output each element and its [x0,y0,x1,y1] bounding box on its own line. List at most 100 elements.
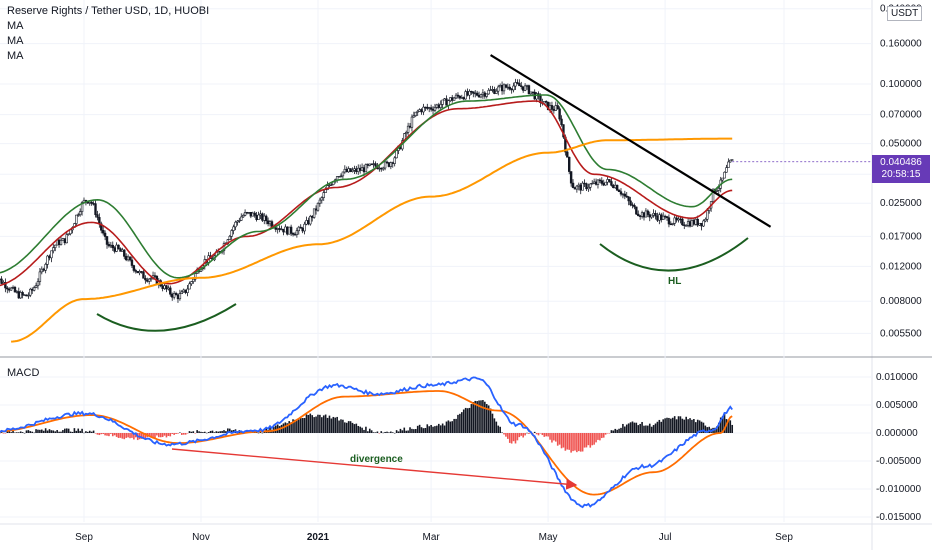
time-tick-label: Sep [775,532,793,543]
candle [355,165,358,175]
candle [284,224,287,233]
macd-histogram-bar [301,418,304,433]
candle [105,236,109,249]
macd-histogram-bar [535,433,538,435]
macd-histogram-bar [635,422,638,433]
macd-histogram-bar [524,433,526,436]
macd-histogram-bar [643,425,645,433]
macd-histogram-bar [60,431,62,433]
candle [422,103,425,116]
candle [314,205,318,215]
macd-histogram-bar [351,422,354,433]
macd-histogram-bar [729,420,732,433]
currency-unit-badge[interactable]: USDT [887,6,923,21]
macd-histogram-bar [127,433,129,438]
candle [264,214,268,225]
candle [458,95,462,100]
macd-histogram-bar [714,427,716,433]
macd-histogram-bar [2,433,5,434]
candle [608,179,611,183]
macd-histogram-bar [142,433,145,439]
macd-lines [0,376,733,509]
candle [721,177,724,183]
low-arc-left[interactable] [96,303,237,332]
candle [658,212,661,225]
hl-annotation[interactable]: HL [668,276,681,287]
candle [569,171,573,187]
divergence-annotation[interactable]: divergence [350,454,403,465]
macd-histogram-bar [706,427,709,433]
candle [126,254,130,262]
price-tick-label: 0.008000 [880,296,922,307]
candle [497,84,500,96]
candle [90,200,93,206]
macd-histogram-bar [497,425,500,433]
macd-histogram-bar [549,433,551,440]
macd-legend[interactable]: MACD [7,367,40,379]
macd-histogram-bar [286,423,289,433]
macd-histogram-bar [288,421,291,433]
macd-histogram-bar [334,417,337,433]
macd-histogram-bar [190,431,193,433]
candle [725,164,728,173]
macd-histogram-bar [227,428,229,433]
candle [491,85,494,93]
candle [358,164,362,174]
macd-histogram-bar [27,430,30,433]
macd-histogram-bar [225,431,227,433]
macd-histogram-bar [21,432,24,433]
time-tick-label: May [539,532,558,543]
candle [571,179,575,189]
candle [330,183,333,187]
macd-histogram-bar [696,419,699,433]
macd-histogram-bar [572,433,574,452]
macd-histogram-bar [299,418,302,433]
macd-histogram-bar [564,433,567,451]
candle [669,221,673,226]
macd-histogram-bar [175,433,177,434]
ma-label-1[interactable]: MA [7,20,24,32]
macd-histogram-bar [31,431,34,433]
macd-histogram-bar [88,430,91,433]
low-arc-right[interactable] [599,237,749,272]
macd-histogram-bar [583,433,586,448]
macd-histogram-bar [125,433,127,438]
candle [518,79,521,87]
candle [266,217,270,227]
macd-histogram-bar [531,433,534,434]
macd-histogram-bar [654,423,657,433]
macd-histogram-bar [152,433,154,439]
macd-histogram-bar [585,433,588,448]
macd-histogram-bar [307,414,310,433]
ma-label-3[interactable]: MA [7,50,24,62]
macd-histogram-bar [551,433,553,443]
candle [245,211,249,215]
macd-histogram-bar [424,427,427,433]
macd-histogram-bar [123,433,126,440]
macd-histogram-bar [100,433,103,435]
macd-histogram-bar [361,427,363,433]
resistance-trendline[interactable] [490,54,772,228]
macd-axis: 0.010000 0.005000 0.000000 -0.005000 -0.0100… [876,372,921,523]
candle [276,227,279,234]
macd-tick-label: -0.010000 [876,484,921,495]
candle [34,282,38,289]
divergence-arrow[interactable] [171,448,578,490]
candle [665,215,669,221]
macd-histogram-bar [296,419,298,433]
macd-histogram-bar [23,432,26,434]
macd-histogram-bar [414,429,417,433]
candle [579,182,582,195]
candle [353,165,356,175]
macd-histogram-bar [150,433,152,437]
macd-histogram-bar [349,421,352,433]
candle [184,289,187,295]
candle [318,197,322,207]
macd-histogram-bar [499,426,501,433]
macd-histogram-bar [484,401,486,433]
ma-label-2[interactable]: MA [7,35,24,47]
macd-histogram-bar [416,425,419,433]
candle [188,281,191,290]
candle [704,217,707,223]
candle [241,213,245,218]
